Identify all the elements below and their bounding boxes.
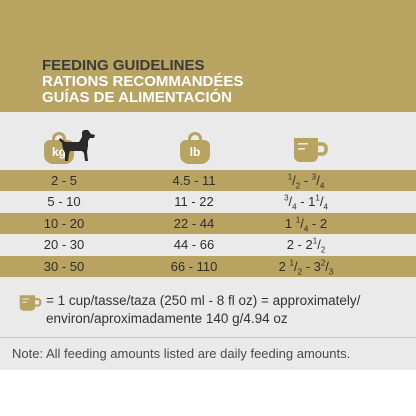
cups-value: 1/2 - 3/4 bbox=[287, 172, 325, 191]
header-titles: FEEDING GUIDELINES RATIONS RECOMMANDÉES … bbox=[42, 58, 243, 106]
lb-weight-icon: lb bbox=[180, 132, 210, 164]
title-english: FEEDING GUIDELINES bbox=[42, 57, 205, 74]
title-french: RATIONS RECOMMANDÉES bbox=[42, 73, 244, 90]
kg-value: 5 - 10 bbox=[47, 194, 81, 210]
kg-value: 30 - 50 bbox=[43, 258, 85, 274]
header-band: FEEDING GUIDELINES RATIONS RECOMMANDÉES … bbox=[0, 0, 416, 112]
divider bbox=[0, 337, 416, 338]
kg-value: 10 - 20 bbox=[43, 215, 85, 231]
table-row: 2 - 5 4.5 - 11 1/2 - 3/4 bbox=[0, 170, 416, 192]
title-spanish: GUÍAS DE ALIMENTACIÓN bbox=[42, 89, 232, 106]
cup-icon bbox=[19, 295, 42, 311]
lb-label: lb bbox=[180, 140, 210, 164]
table-row: 20 - 30 44 - 66 2 - 21/2 bbox=[0, 234, 416, 256]
cup-icon bbox=[294, 138, 328, 162]
cup-note-text: = 1 cup/tasse/taza (250 ml - 8 fl oz) = … bbox=[46, 292, 360, 328]
column-icons: kg lb bbox=[0, 128, 416, 168]
cups-value: 3/4 - 11/4 bbox=[284, 194, 328, 212]
table-row: 5 - 10 11 - 22 3/4 - 11/4 bbox=[0, 191, 416, 213]
kg-value: 20 - 30 bbox=[43, 237, 85, 253]
dog-icon bbox=[59, 130, 95, 161]
cups-value: 2 1/2 - 32/3 bbox=[278, 258, 334, 277]
cup-note-line1: = 1 cup/tasse/taza (250 ml - 8 fl oz) = … bbox=[46, 293, 361, 308]
lb-value: 44 - 66 bbox=[173, 237, 215, 253]
kg-value: 2 - 5 bbox=[50, 173, 77, 188]
cups-value: 2 - 21/2 bbox=[286, 236, 326, 255]
lb-value: 11 - 22 bbox=[174, 194, 214, 210]
cups-value: 1 1/4 - 2 bbox=[284, 215, 328, 234]
footer-note: Note: All feeding amounts listed are dai… bbox=[12, 346, 351, 361]
table-row: 10 - 20 22 - 44 1 1/4 - 2 bbox=[0, 212, 416, 235]
lb-value: 4.5 - 11 bbox=[172, 173, 216, 188]
cup-note-line2: environ/aproximadamente 140 g/4.94 oz bbox=[46, 311, 288, 326]
feeding-table: 2 - 5 4.5 - 11 1/2 - 3/4 5 - 10 11 - 22 … bbox=[0, 170, 416, 277]
lb-value: 66 - 110 bbox=[170, 258, 218, 274]
table-row: 30 - 50 66 - 110 2 1/2 - 32/3 bbox=[0, 255, 416, 277]
lb-value: 22 - 44 bbox=[173, 215, 215, 231]
